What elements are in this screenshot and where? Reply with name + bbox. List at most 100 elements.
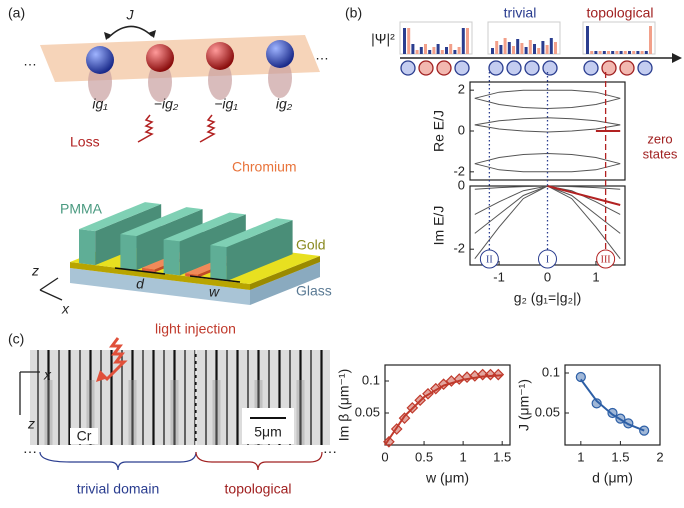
site-icon xyxy=(583,60,599,76)
axis-z: z xyxy=(27,416,35,432)
gold-label: Gold xyxy=(296,237,326,253)
plot-frame xyxy=(384,364,511,446)
inset-bar xyxy=(449,44,453,54)
brace xyxy=(195,451,323,471)
x-tick-label: -1 xyxy=(493,269,505,284)
y-tick-label: 0.1 xyxy=(362,372,380,387)
light-injection-label: light injection xyxy=(155,321,236,337)
inset-bar xyxy=(528,40,532,54)
data-line xyxy=(547,185,621,206)
inset-bar xyxy=(466,28,469,54)
coupling-arc xyxy=(107,25,153,39)
marker-badge xyxy=(538,249,557,269)
inset-bar xyxy=(554,42,557,54)
gain-label: −ig₂ xyxy=(154,96,179,112)
inset-bar xyxy=(607,51,610,54)
data-line xyxy=(474,163,621,173)
data-line xyxy=(474,152,621,165)
inset-bar xyxy=(457,47,461,54)
inset-bar xyxy=(424,44,427,54)
data-line xyxy=(474,89,621,99)
inset-bar xyxy=(611,51,615,54)
strip-front xyxy=(142,267,155,273)
site-icon xyxy=(601,60,617,76)
w-label: w xyxy=(209,284,220,300)
inset-bar xyxy=(419,47,423,54)
y-tick-label: 0.05 xyxy=(355,404,380,419)
inset-bar xyxy=(432,47,436,54)
inset-bar xyxy=(512,46,515,54)
inset-bar xyxy=(516,39,520,54)
x-axis-label: g₂ (g₁=|g₂|) xyxy=(514,290,582,306)
brace xyxy=(39,451,197,471)
inset-bar xyxy=(594,51,598,54)
mode-glow xyxy=(86,380,95,445)
y-tick-label: 0.1 xyxy=(542,364,560,379)
mode-glow xyxy=(170,380,179,445)
gain-label: −ig₁ xyxy=(214,96,238,112)
x-axis-label: d (μm) xyxy=(592,470,633,486)
inset-bar xyxy=(586,26,589,54)
arrow-head xyxy=(104,32,112,40)
strip-front xyxy=(120,234,137,271)
inset-bar xyxy=(411,44,415,54)
panel-label: (b) xyxy=(345,5,362,21)
inset-bar xyxy=(537,48,541,54)
x-tick-label: 1.5 xyxy=(611,449,629,464)
strip-top xyxy=(79,202,162,232)
x-tick-label: 1 xyxy=(592,269,599,284)
gain-label: ig₁ xyxy=(92,96,108,112)
mode-glow xyxy=(296,380,305,445)
inset-bar xyxy=(598,51,602,54)
strip-top xyxy=(210,218,293,248)
strip-side xyxy=(226,220,293,282)
chromium-label: Chromium xyxy=(232,159,297,175)
inset-bar xyxy=(507,42,511,54)
y-tick-label: -2 xyxy=(453,241,465,256)
ellipsis: … xyxy=(315,47,329,63)
inset-bar xyxy=(590,51,594,54)
y-tick-label: 0.05 xyxy=(535,404,560,419)
site xyxy=(266,40,294,68)
y-axis-label: J (μm⁻¹) xyxy=(516,379,532,431)
x-tick-label: 2 xyxy=(656,449,663,464)
w-bar xyxy=(189,275,241,283)
site xyxy=(86,46,114,74)
label-bg xyxy=(70,428,98,444)
y-axis-label: Im E/J xyxy=(431,206,447,246)
glass-label: Glass xyxy=(296,283,332,299)
inset-bar xyxy=(549,38,553,54)
strip-front xyxy=(79,229,96,266)
loss-arrow xyxy=(137,114,154,143)
site-icon xyxy=(488,60,504,76)
zero-states-label: zero xyxy=(647,131,672,146)
inset-bar xyxy=(503,38,507,54)
potential-plane xyxy=(40,35,320,82)
inset-bar xyxy=(541,41,545,54)
inset-bar xyxy=(491,48,494,54)
trivial-label: trivial xyxy=(504,5,537,21)
x-tick-label: 1.5 xyxy=(493,449,511,464)
site xyxy=(146,44,174,72)
topological-label: topological xyxy=(225,481,292,497)
scale-label: 5μm xyxy=(254,424,282,440)
marker-label: III xyxy=(601,254,611,265)
data-line xyxy=(579,378,645,432)
light-arrow xyxy=(104,337,128,382)
inset-bar xyxy=(602,51,606,54)
marker-label: I xyxy=(546,254,549,265)
x-tick-label: 0 xyxy=(544,269,551,284)
strip-front xyxy=(163,239,180,276)
site-icon xyxy=(454,60,470,76)
inset-bar xyxy=(649,26,652,54)
mode-glow xyxy=(128,380,137,445)
inset-bar xyxy=(619,51,623,54)
arrow-head xyxy=(96,370,108,382)
marker-badge xyxy=(596,249,616,269)
y-tick-label: 0 xyxy=(458,122,465,137)
coupling-label: J xyxy=(126,7,135,23)
x-tick-label: 1 xyxy=(460,449,467,464)
axis-x: x xyxy=(43,367,52,383)
data-line xyxy=(474,117,621,126)
